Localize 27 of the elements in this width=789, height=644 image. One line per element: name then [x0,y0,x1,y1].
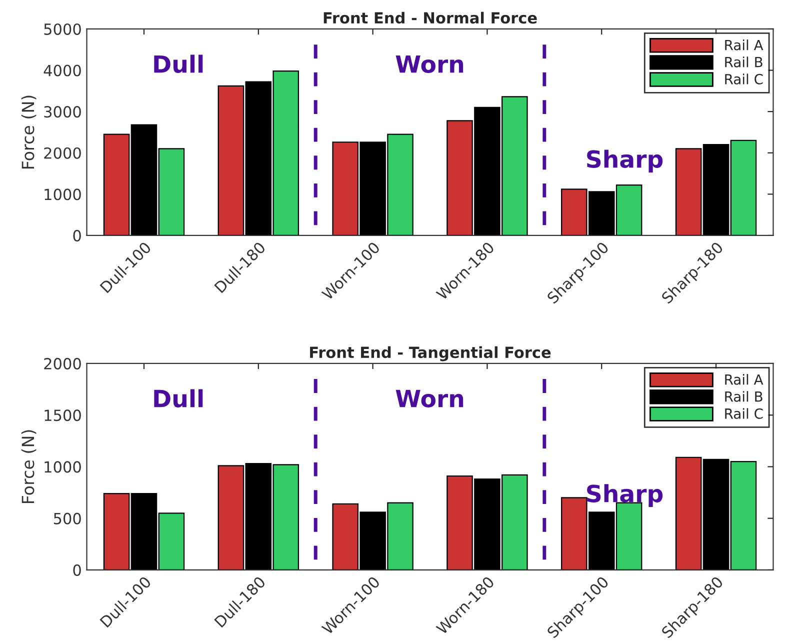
y-tick-label: 1500 [44,410,81,422]
chart-title: Front End - Normal Force [324,12,537,24]
annotation: Worn [396,390,464,408]
annotation: Dull [154,54,203,73]
annotation: Sharp [587,150,663,173]
y-axis-title: Force (N) [21,96,36,169]
y-tick-label: 4000 [44,64,81,76]
y-tick-label: 0 [73,564,81,576]
y-tick-label: 3000 [44,106,81,118]
y-tick-label: 5000 [44,23,81,35]
y-tick-label: 2000 [44,147,81,159]
y-axis-title: Force (N) [21,430,36,503]
y-tick-label: 1000 [44,461,81,473]
annotation: Sharp [587,484,663,508]
chart-title: Front End - Tangential Force [310,346,551,362]
y-tick-label: 1000 [44,188,81,200]
legend-label: Rail B [725,391,762,402]
legend-label: Rail C [725,408,763,419]
legend-label: Rail C [725,74,763,84]
annotation: Worn [396,55,464,73]
annotation: Dull [154,389,203,408]
legend-label: Rail B [725,56,762,68]
legend-label: Rail A [725,40,764,50]
y-tick-label: 500 [54,512,81,524]
y-tick-label: 2000 [44,358,81,370]
y-tick-label: 0 [73,230,81,242]
legend-label: Rail A [725,374,764,385]
